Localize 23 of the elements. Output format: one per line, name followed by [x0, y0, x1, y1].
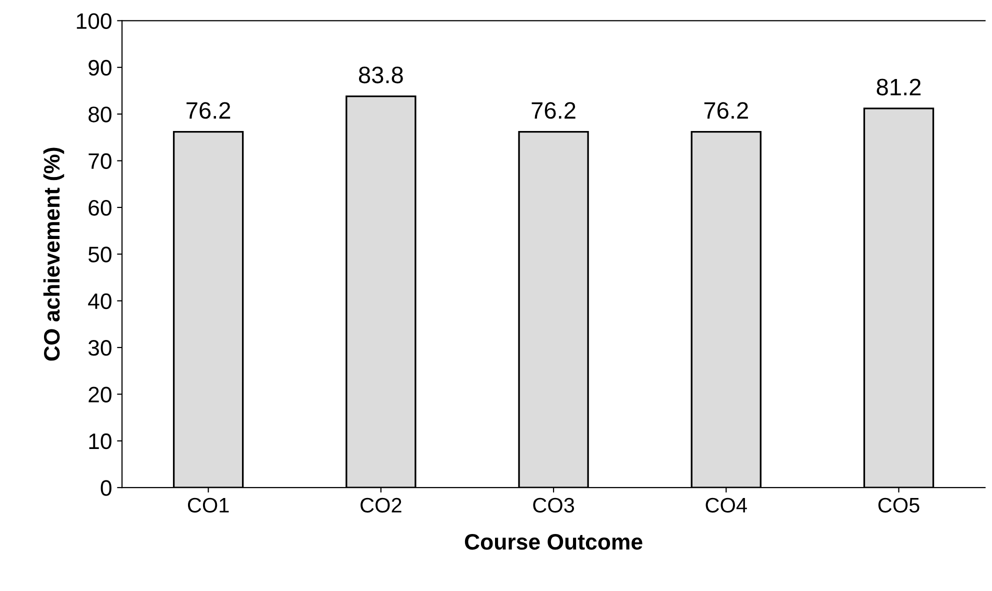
y-tick-label: 70: [88, 153, 112, 170]
data-label: 81.2: [876, 78, 921, 96]
y-axis-title: CO achievement (%): [43, 148, 64, 361]
x-tick-label: CO3: [533, 498, 574, 513]
x-tick-label: CO4: [706, 498, 747, 513]
x-tick-label: CO5: [878, 498, 920, 513]
y-tick-label: 50: [88, 246, 112, 262]
y-tick-label: 60: [88, 200, 112, 216]
y-tick-label: 90: [88, 60, 112, 76]
y-tick-label: 20: [88, 386, 112, 402]
y-tick-label: 10: [89, 433, 112, 450]
x-tick-label: CO1: [188, 498, 229, 513]
y-tick-label: 40: [88, 293, 112, 310]
data-label: 76.2: [186, 102, 230, 119]
y-tick-label: 100: [76, 13, 112, 29]
data-label: 76.2: [704, 102, 748, 119]
x-tick-label: CO2: [360, 498, 402, 513]
y-tick-label: 80: [88, 106, 112, 122]
data-label: 76.2: [532, 102, 576, 119]
data-label: 83.8: [358, 66, 403, 84]
y-tick-label: 0: [100, 480, 112, 496]
y-tick-label: 30: [88, 340, 112, 356]
x-axis-title: Course Outcome: [464, 534, 642, 550]
